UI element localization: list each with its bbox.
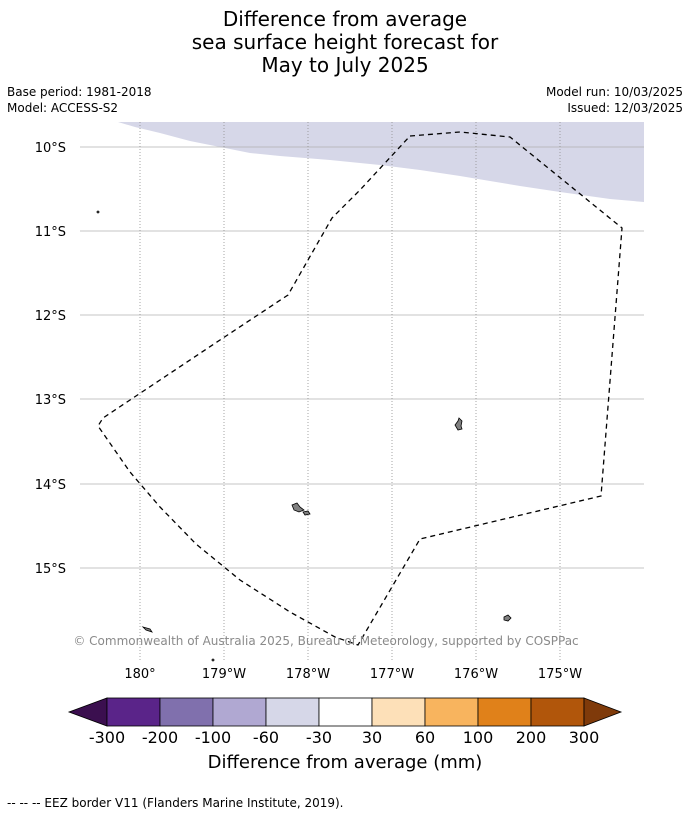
land [96, 210, 512, 662]
colorbar-tick-6: 30 [362, 728, 382, 747]
colorbar-extend-high [583, 697, 623, 727]
colorbar-tick-4: -60 [253, 728, 279, 747]
eez-border [97, 131, 623, 646]
island-wallis [454, 417, 463, 431]
lon-label-177w: 177°W [370, 667, 414, 682]
map-title: Difference from average sea surface heig… [0, 8, 690, 77]
island-southeast [503, 614, 512, 622]
lat-label-12s: 12°S [35, 309, 66, 324]
title-line-3: May to July 2025 [261, 53, 429, 77]
lat-label-11s: 11°S [35, 225, 66, 240]
colorbar-bin-3 [212, 697, 267, 727]
colorbar-label: Difference from average (mm) [207, 752, 483, 773]
meta-right: Model run: 10/03/2025 Issued: 12/03/2025 [546, 84, 683, 116]
colorbar-bin-1 [106, 697, 161, 727]
island-futuna [291, 502, 305, 513]
colorbar-bin-6 [371, 697, 426, 727]
colorbar-tick-9: 200 [516, 728, 547, 747]
colorbar [67, 697, 623, 727]
lon-label-176w: 176°W [454, 667, 498, 682]
lat-label-13s: 13°S [35, 393, 66, 408]
lon-label-180: 180° [124, 667, 155, 682]
model-label: Model: ACCESS-S2 [7, 101, 119, 115]
colorbar-tick-10: 300 [569, 728, 600, 747]
colorbar-bin-7 [424, 697, 479, 727]
lon-label-179w: 179°W [202, 667, 246, 682]
meta-left: Base period: 1981-2018 Model: ACCESS-S2 [7, 84, 152, 116]
colorbar-extend-low [67, 697, 108, 727]
islet-south [211, 658, 215, 662]
colorbar-bin-5 [318, 697, 373, 727]
colorbar-tick-2: -200 [142, 728, 178, 747]
lon-label-178w: 178°W [286, 667, 330, 682]
graticule [80, 122, 644, 660]
colorbar-tick-3: -100 [195, 728, 231, 747]
islet-west [96, 210, 100, 214]
lon-label-175w: 175°W [538, 667, 582, 682]
colorbar-tick-1: -300 [89, 728, 125, 747]
lat-label-15s: 15°S [35, 562, 66, 577]
base-period-label: Base period: 1981-2018 [7, 85, 152, 99]
colorbar-bin-2 [159, 697, 214, 727]
title-line-2: sea surface height forecast for [191, 30, 499, 54]
island-southwest [141, 626, 153, 633]
model-run-label: Model run: 10/03/2025 [545, 85, 683, 99]
sea-height-anomaly-band [118, 122, 644, 202]
lat-label-10s: 10°S [35, 141, 66, 156]
colorbar-bin-4 [265, 697, 320, 727]
colorbar-tick-8: 100 [463, 728, 494, 747]
colorbar-bin-8 [477, 697, 532, 727]
eez-legend-note: -- -- -- EEZ border V11 (Flanders Marine… [7, 796, 344, 810]
colorbar-tick-5: -30 [306, 728, 332, 747]
title-line-1: Difference from average [222, 7, 468, 31]
colorbar-bin-9 [530, 697, 585, 727]
island-alofi [302, 510, 311, 516]
copyright-notice: © Commonwealth of Australia 2025, Bureau… [73, 634, 578, 648]
colorbar-tick-7: 60 [415, 728, 435, 747]
lat-label-14s: 14°S [35, 478, 66, 493]
issued-label: Issued: 12/03/2025 [567, 101, 683, 115]
